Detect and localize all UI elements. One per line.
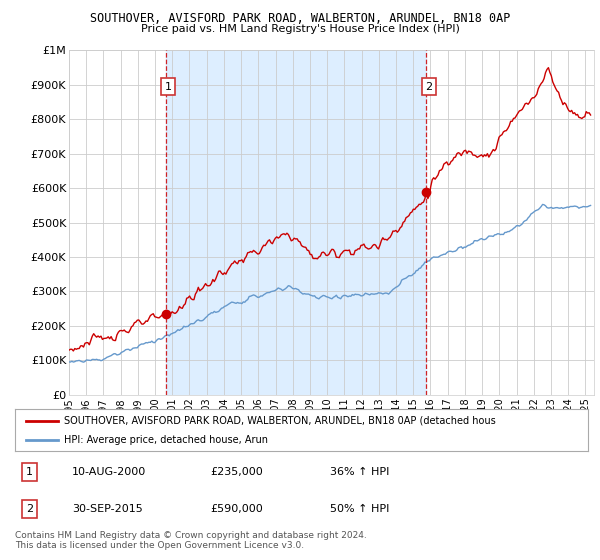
Text: SOUTHOVER, AVISFORD PARK ROAD, WALBERTON, ARUNDEL, BN18 0AP: SOUTHOVER, AVISFORD PARK ROAD, WALBERTON… [90,12,510,25]
Text: SOUTHOVER, AVISFORD PARK ROAD, WALBERTON, ARUNDEL, BN18 0AP (detached hous: SOUTHOVER, AVISFORD PARK ROAD, WALBERTON… [64,416,496,426]
Bar [166,50,426,395]
Text: 1: 1 [164,82,172,92]
Text: £590,000: £590,000 [210,504,263,514]
Text: 2: 2 [425,82,433,92]
Text: Contains HM Land Registry data © Crown copyright and database right 2024.
This d: Contains HM Land Registry data © Crown c… [15,531,367,550]
Text: 2: 2 [26,504,33,514]
Text: 10-AUG-2000: 10-AUG-2000 [73,467,146,477]
Text: 30-SEP-2015: 30-SEP-2015 [73,504,143,514]
Text: Price paid vs. HM Land Registry's House Price Index (HPI): Price paid vs. HM Land Registry's House … [140,24,460,34]
Text: £235,000: £235,000 [210,467,263,477]
Text: HPI: Average price, detached house, Arun: HPI: Average price, detached house, Arun [64,435,268,445]
Text: 1: 1 [26,467,33,477]
Text: 36% ↑ HPI: 36% ↑ HPI [330,467,389,477]
Text: 50% ↑ HPI: 50% ↑ HPI [330,504,389,514]
